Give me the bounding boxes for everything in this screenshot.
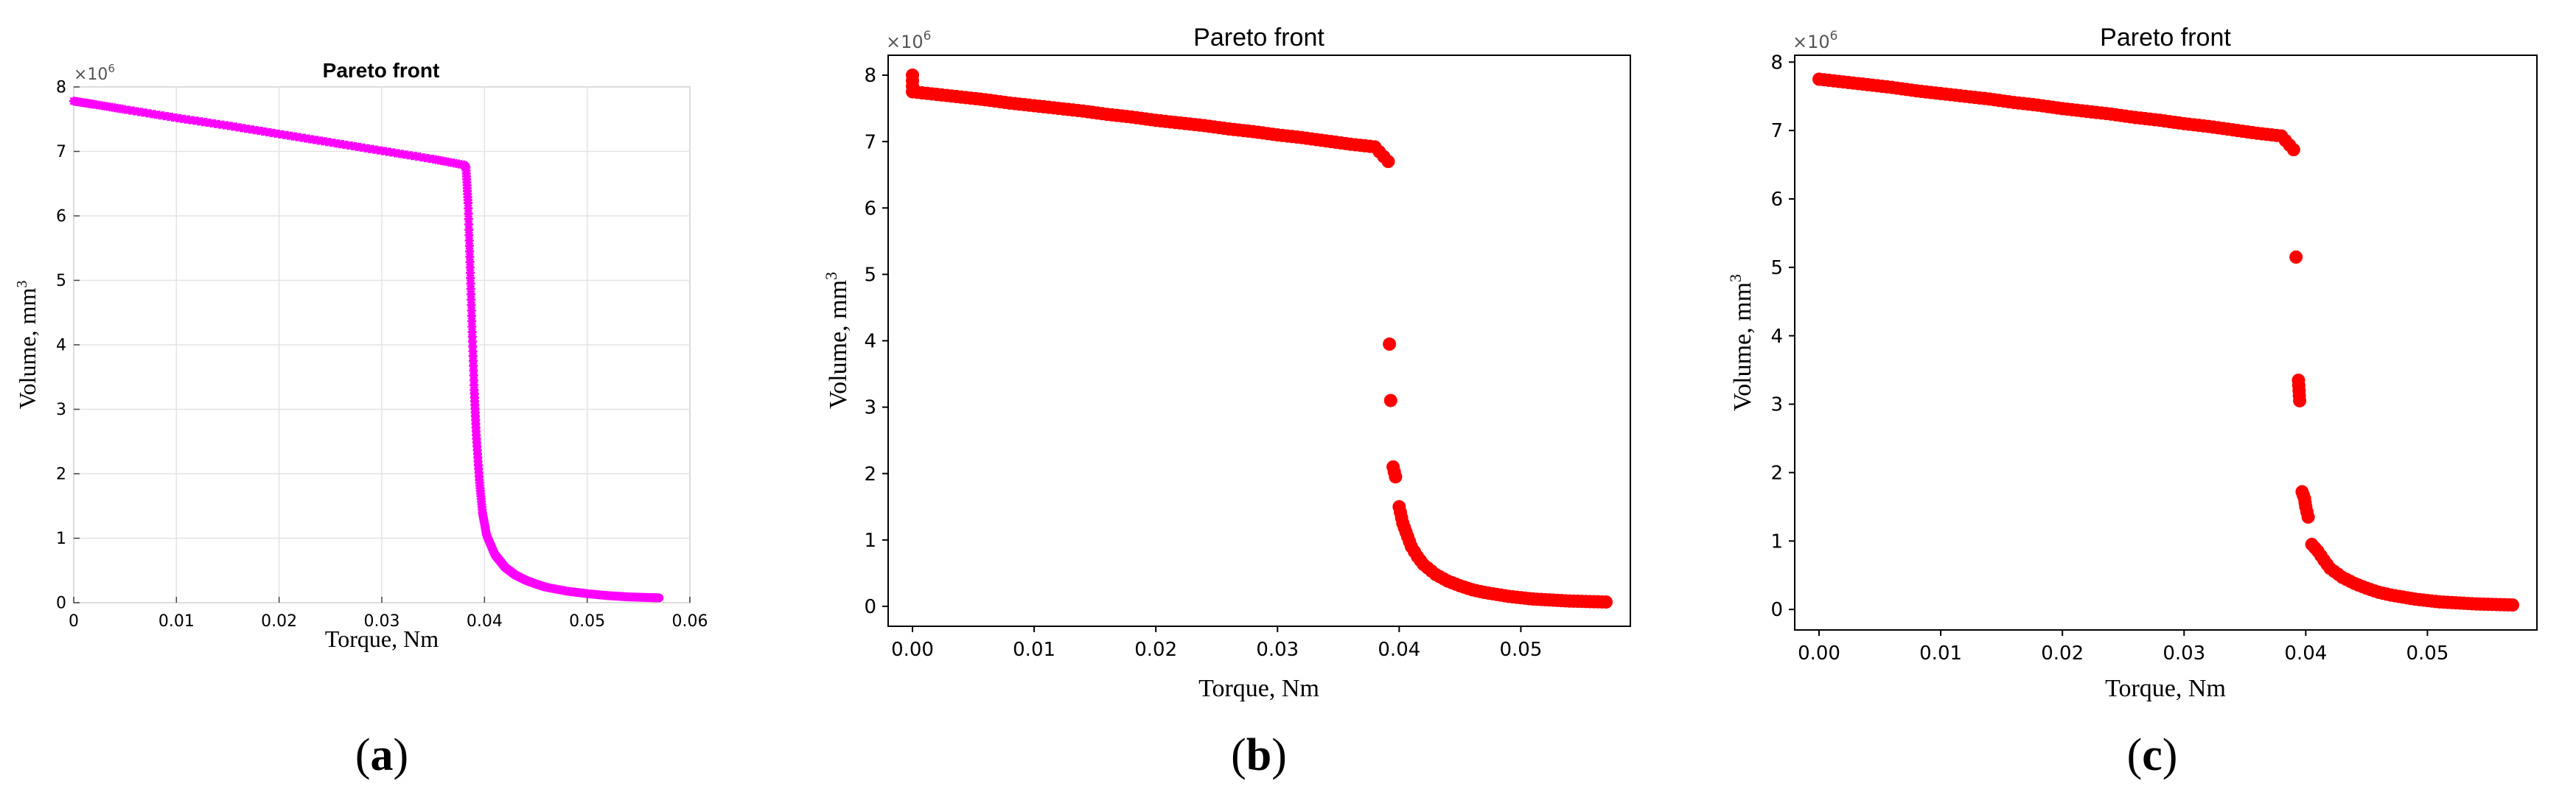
data-point [1383,393,1397,407]
x-tick-label: 0.01 [158,612,195,631]
y-tick-label: 1 [864,530,876,552]
data-point [2301,510,2315,524]
y-tick-label: 1 [1770,530,1783,553]
ticks-b: 0.00 0.01 0.02 0.03 0.04 0.05 0 1 2 3 4 5 6 7 8 [864,65,1542,661]
svg-text:Volume, mm3: Volume, mm3 [14,281,41,410]
data-point [655,593,664,603]
y-multiplier-a: ×106 [74,62,115,84]
y-tick-label: 3 [864,397,876,419]
y-tick-label: 3 [1770,394,1783,416]
x-tick-label: 0.05 [2406,642,2448,665]
data-point [2293,393,2307,407]
y-tick-label: 2 [56,466,66,484]
y-tick-label: 5 [56,272,66,290]
x-tick-label: 0.05 [569,612,605,631]
x-axis-label-a: Torque, Nm [325,626,439,652]
x-tick-label: 0.02 [1134,639,1177,661]
data-point [2289,250,2303,264]
y-tick-label: 1 [56,530,66,548]
panel-a: 0 0.01 0.02 0.03 0.04 0.05 0.06 0 1 2 3 4 5 6 7 8 Paret… [14,59,708,780]
panel-c: 0.00 0.01 0.02 0.03 0.04 0.05 0 1 2 3 4 5 6 7 8 Pareto… [1726,24,2538,780]
x-tick-label: 0.01 [1919,642,1962,665]
x-tick-label: 0.04 [467,612,503,631]
data-point [1599,595,1613,609]
svg-text:Volume, mm3: Volume, mm3 [822,272,852,409]
y-tick-label: 6 [864,197,876,220]
x-tick-label: 0.03 [1256,639,1299,661]
data-point [2286,143,2300,157]
caption-c: (c) [2127,730,2178,780]
x-tick-label: 0.03 [2163,642,2205,665]
y-tick-label: 6 [56,208,66,226]
series-b [906,69,1613,609]
y-tick-label: 0 [864,596,876,618]
x-tick-label: 0.04 [1378,639,1420,661]
series-a [69,97,664,603]
grid-a [73,86,691,603]
x-tick-label: 0.00 [891,639,934,661]
chart-title-a: Pareto front [323,59,440,82]
y-tick-label: 0 [56,595,66,613]
y-tick-label: 3 [56,401,66,419]
x-tick-label: 0.01 [1013,639,1055,661]
y-tick-label: 2 [864,463,876,486]
data-point [2505,598,2519,612]
y-tick-label: 8 [864,65,876,87]
data-point [1383,337,1397,351]
x-tick-label: 0.02 [261,612,297,631]
y-tick-label: 2 [1770,463,1783,485]
x-tick-label: 0.03 [364,612,400,631]
data-point [1389,470,1403,484]
y-tick-label: 4 [56,337,66,355]
y-axis-label-a: Volume, mm3 [14,281,41,410]
x-tick-label: 0.00 [1798,642,1840,665]
x-tick-label: 0.02 [2041,642,2084,665]
x-tick-label: 0 [69,612,79,631]
y-tick-label: 5 [1770,257,1783,279]
panel-b: 0.00 0.01 0.02 0.03 0.04 0.05 0 1 2 3 4 5 6 7 8 Pareto… [822,24,1631,780]
caption-b: (b) [1231,730,1287,780]
y-tick-label: 7 [1770,120,1783,142]
data-point [1381,155,1395,169]
y-tick-label: 7 [864,131,876,153]
y-tick-label: 4 [1770,326,1783,348]
svg-text:Volume, mm3: Volume, mm3 [1726,274,1756,411]
y-tick-label: 5 [864,264,876,286]
y-multiplier-c: ×106 [1793,29,1837,52]
ticks-c: 0.00 0.01 0.02 0.03 0.04 0.05 0 1 2 3 4 5 6 7 8 [1770,52,2448,665]
y-tick-label: 7 [56,143,66,161]
series-c [1812,72,2519,612]
ticks-a: 0 0.01 0.02 0.03 0.04 0.05 0.06 0 1 2 3 4 5 6 7 8 [56,79,708,631]
y-axis-label-b: Volume, mm3 [822,272,852,409]
plot-area-c [1794,55,2538,631]
caption-a: (a) [355,730,408,780]
y-tick-label: 4 [864,331,876,353]
x-axis-label-b: Torque, Nm [1198,675,1319,702]
chart-title-b: Pareto front [1193,24,1324,52]
y-tick-label: 6 [1770,189,1783,211]
y-axis-label-c: Volume, mm3 [1726,274,1756,411]
y-tick-label: 0 [1770,599,1783,621]
y-multiplier-b: ×106 [886,29,931,52]
plot-area-b [887,55,1631,627]
x-tick-label: 0.06 [672,612,708,631]
chart-title-c: Pareto front [2100,24,2231,52]
x-tick-label: 0.05 [1499,639,1542,661]
y-tick-label: 8 [1770,52,1783,74]
x-tick-label: 0.04 [2284,642,2327,665]
y-tick-label: 8 [56,79,66,97]
x-axis-label-c: Torque, Nm [2105,675,2226,702]
